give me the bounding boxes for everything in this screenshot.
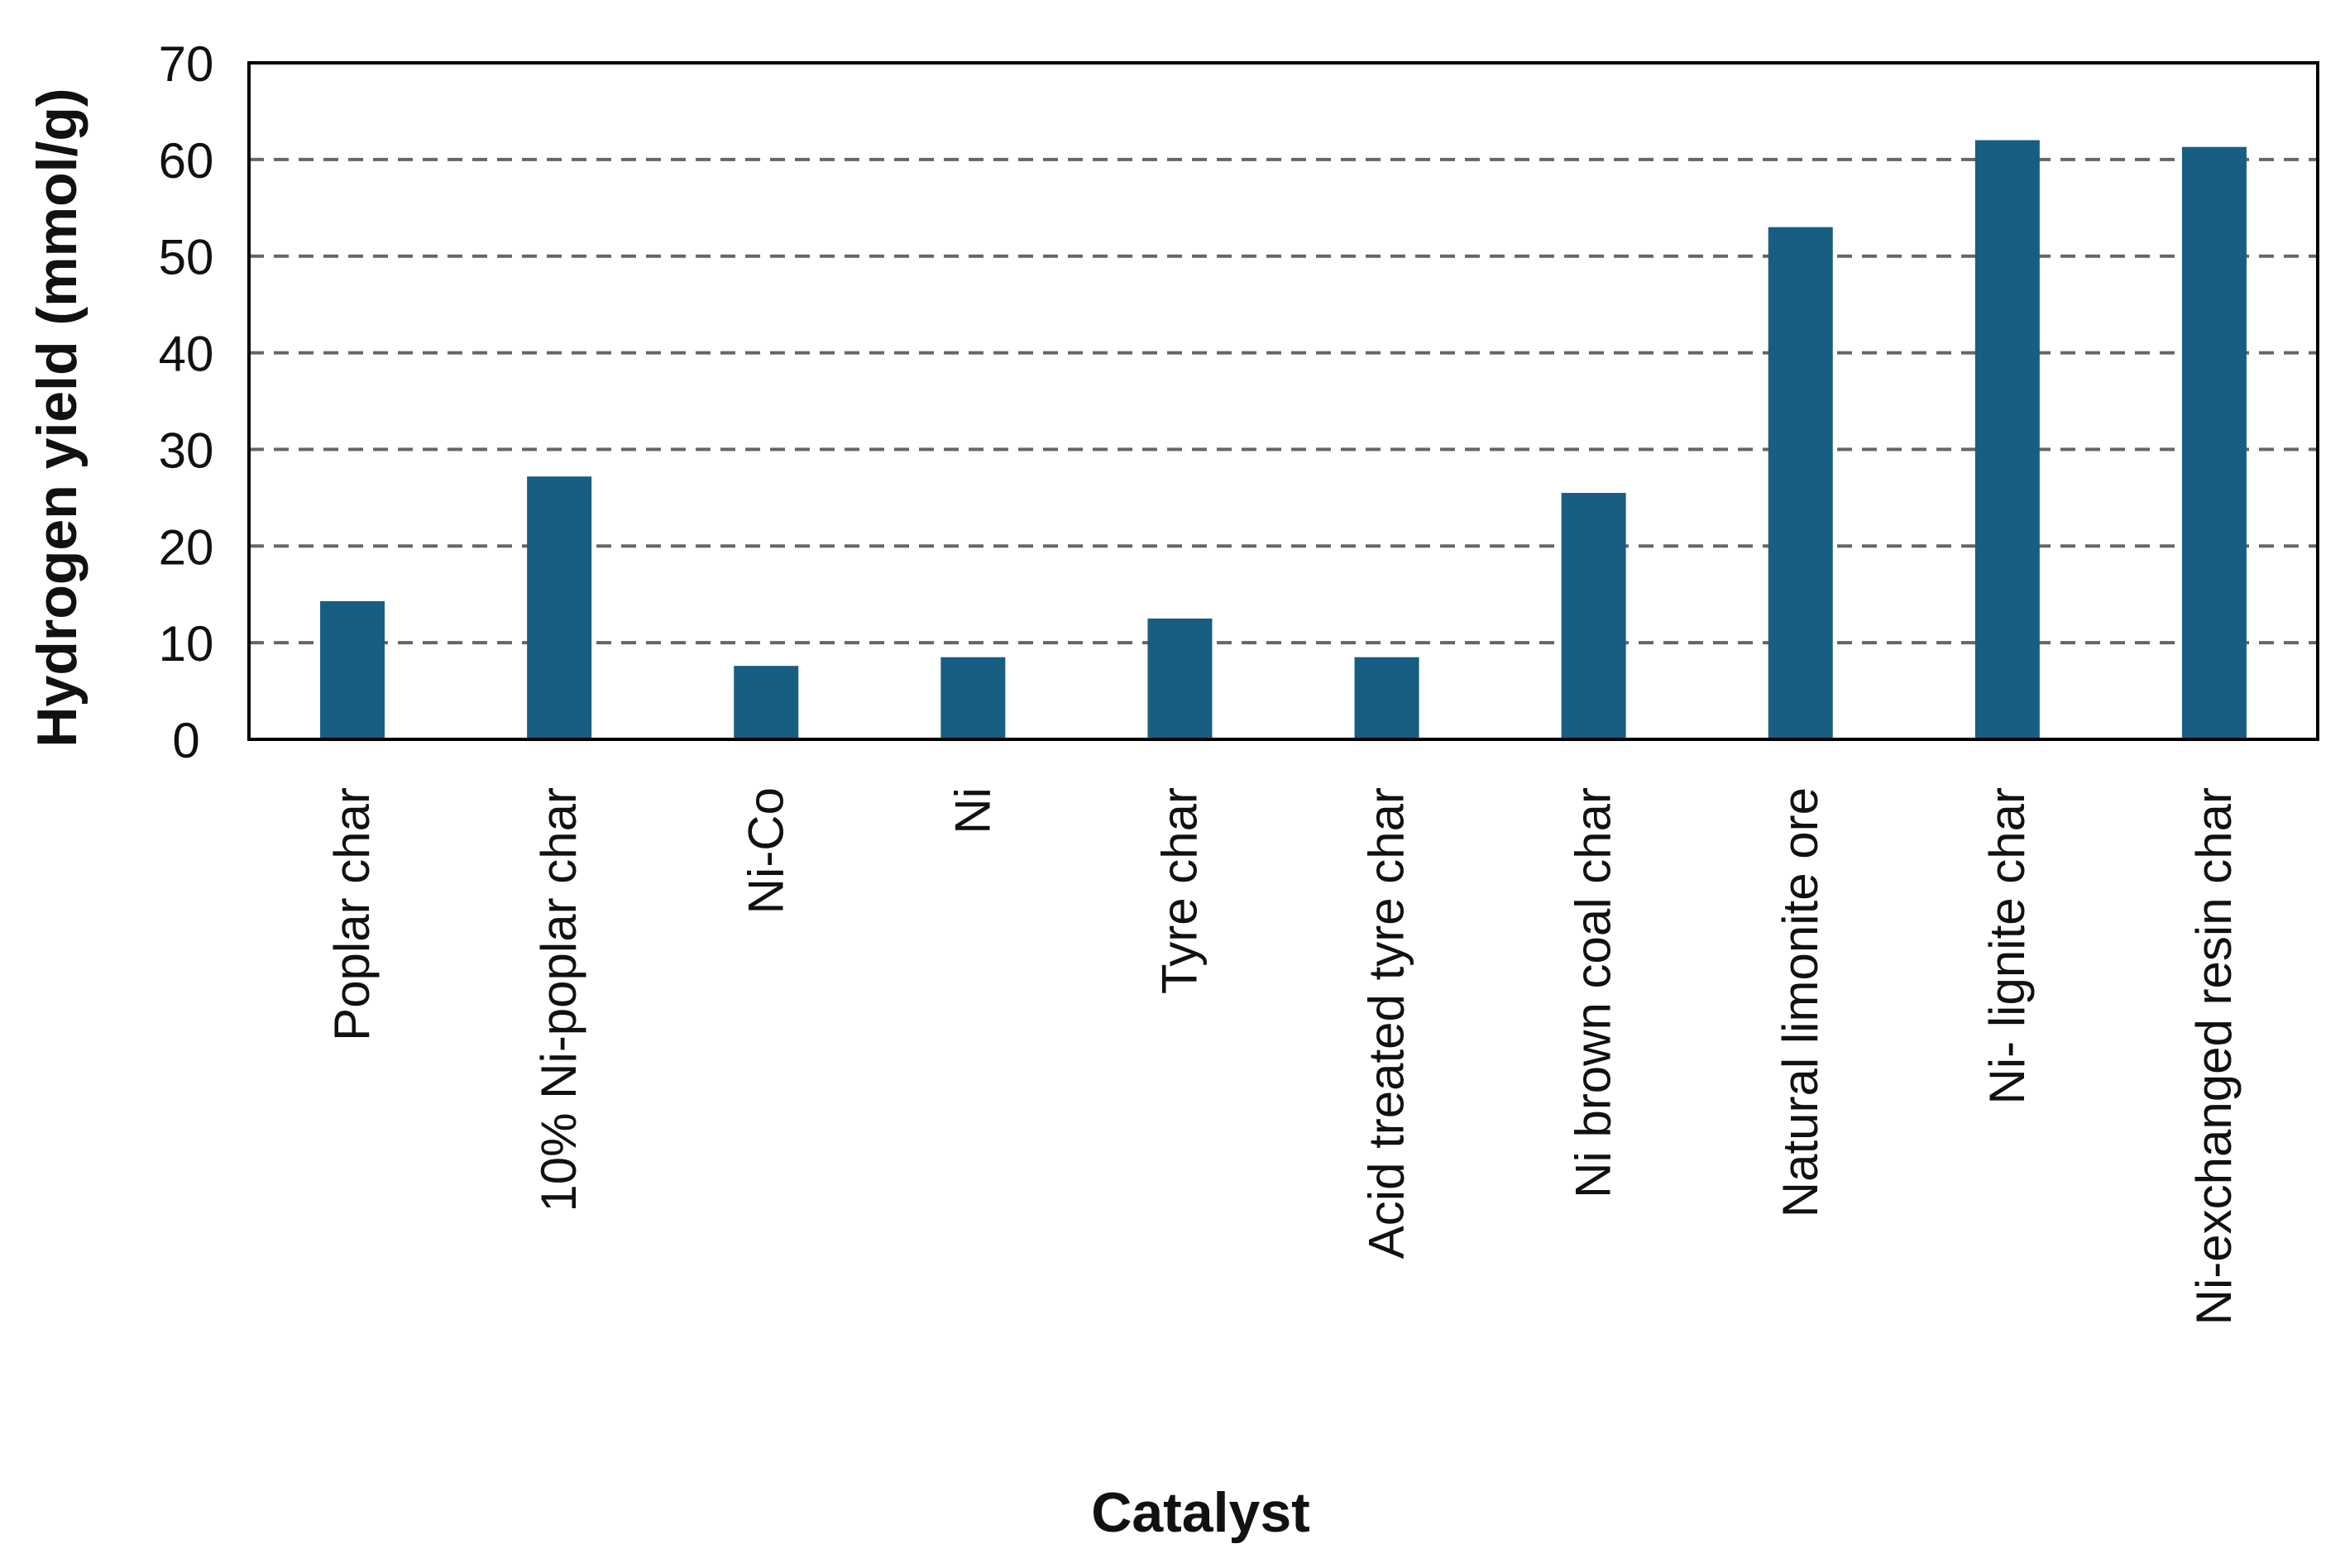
bar — [320, 600, 385, 739]
bar — [1974, 140, 2040, 739]
y-tick-label: 50 — [159, 230, 214, 285]
y-tick-label: 0 — [172, 713, 199, 768]
plot-frame — [247, 61, 2319, 741]
y-axis-title: Hydrogen yield (mmol/g) — [26, 88, 89, 747]
x-tick-label: Poplar char — [324, 787, 380, 1041]
bar — [527, 476, 592, 739]
bar — [1561, 493, 1626, 739]
x-tick-label: Acid treated tyre char — [1359, 787, 1414, 1259]
y-tick-label: 60 — [159, 133, 214, 189]
x-tick-label: Natural limonite ore — [1773, 787, 1828, 1217]
x-tick-label: Ni-Co — [738, 787, 793, 914]
y-tick-label: 30 — [159, 423, 214, 478]
bar — [1768, 227, 1833, 740]
y-tick-labels: 0 10 20 30 40 50 60 70 — [159, 36, 214, 768]
x-tick-label: Ni- lignite char — [1979, 787, 2035, 1104]
y-tick-label: 70 — [159, 36, 214, 92]
y-tick-label: 20 — [159, 519, 214, 575]
x-tick-labels: Poplar char 10% Ni-poplar char Ni-Co Ni Tyre… — [324, 787, 2242, 1325]
x-tick-label: Ni-exchanged resin char — [2186, 787, 2242, 1325]
gridlines — [249, 157, 2318, 645]
bar — [1147, 618, 1213, 739]
bars — [320, 140, 2247, 740]
x-axis-title: Catalyst — [1091, 1481, 1310, 1544]
bar — [940, 657, 1006, 739]
x-tick-label: Ni brown coal char — [1566, 787, 1621, 1198]
x-tick-label: Ni — [945, 787, 1000, 834]
x-tick-label: Tyre char — [1151, 787, 1207, 994]
bar — [734, 666, 799, 739]
x-tick-label: 10% Ni-poplar char — [531, 787, 586, 1212]
bar — [1354, 657, 1419, 739]
bar — [2181, 146, 2247, 739]
y-tick-label: 10 — [159, 616, 214, 672]
y-tick-label: 40 — [159, 327, 214, 382]
